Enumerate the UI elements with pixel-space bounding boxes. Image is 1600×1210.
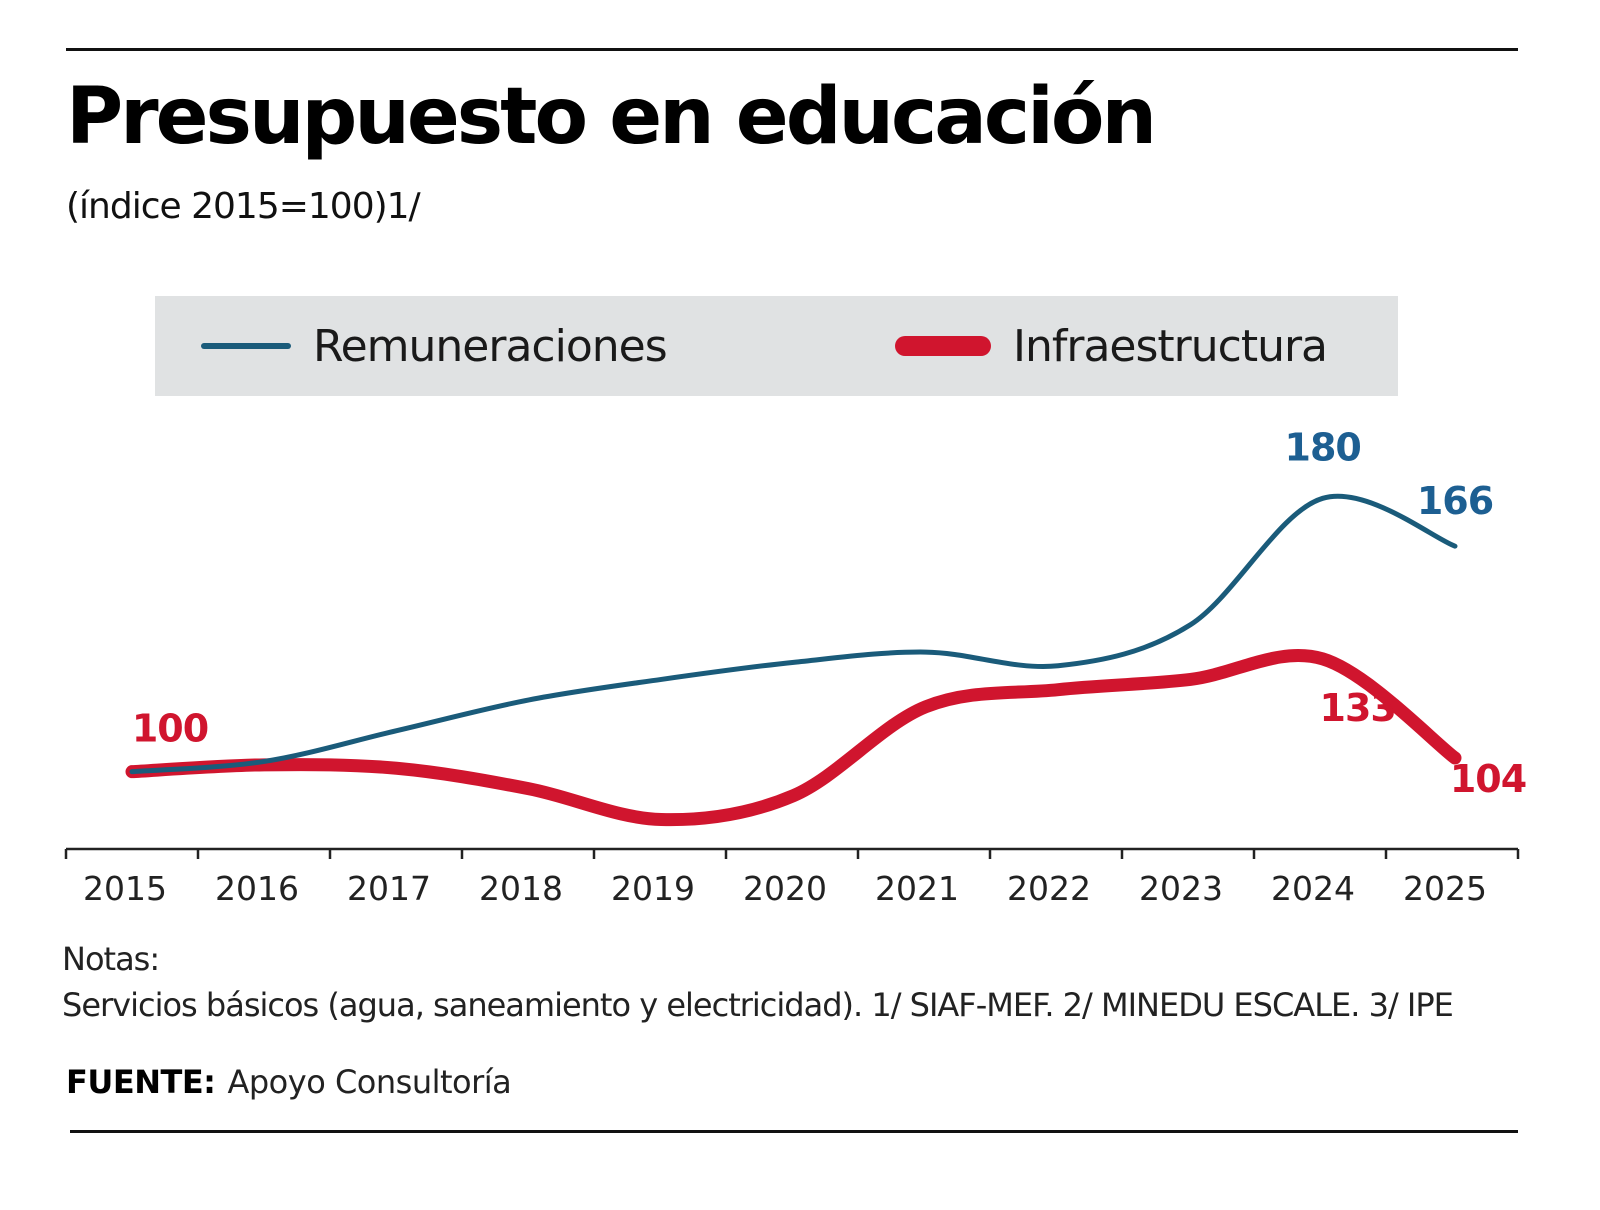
chart-subtitle: (índice 2015=100)1/ [66, 186, 421, 227]
x-tick-label: 2024 [1271, 869, 1355, 908]
x-tick-label: 2022 [1007, 869, 1091, 908]
series-line-infraestructura [125, 649, 1462, 827]
x-tick-label: 2017 [347, 869, 431, 908]
x-tick-label: 2020 [743, 869, 827, 908]
x-tick-label: 2015 [83, 869, 167, 908]
chart-title: Presupuesto en educación [66, 72, 1157, 162]
source: FUENTE: Apoyo Consultoría [66, 1063, 512, 1101]
source-text: Apoyo Consultoría [227, 1063, 512, 1101]
x-tick-label: 2023 [1139, 869, 1223, 908]
notes-heading: Notas: [62, 940, 160, 978]
data-label: 100 [132, 707, 208, 751]
data-label: 180 [1285, 425, 1361, 469]
line-chart: 2015 2016 2017 2018 2019 2020 2021 2022 2023 2024… [64, 425, 1527, 908]
legend-label-remuneraciones: Remuneraciones [313, 320, 668, 372]
x-tick-label: 2025 [1403, 869, 1487, 908]
legend: Remuneraciones Infraestructura [155, 296, 1398, 396]
data-label: 166 [1417, 479, 1493, 523]
x-tick-label: 2019 [611, 869, 695, 908]
x-tick-label: 2016 [215, 869, 299, 908]
series-line-remuneraciones [129, 493, 1458, 775]
legend-item-infraestructura: Infraestructura [895, 296, 1328, 396]
bottom-rule [70, 1130, 1518, 1133]
data-label: 133 [1320, 686, 1396, 730]
legend-swatch-remuneraciones [201, 343, 291, 349]
x-tick-label: 2018 [479, 869, 563, 908]
notes-text: Servicios básicos (agua, saneamiento y e… [62, 986, 1454, 1024]
source-label: FUENTE: [66, 1063, 216, 1101]
x-tick-label: 2021 [875, 869, 959, 908]
notes: Notas: Servicios básicos (agua, saneamie… [62, 936, 1454, 1028]
top-rule [66, 48, 1518, 51]
legend-label-infraestructura: Infraestructura [1013, 320, 1328, 372]
data-label: 104 [1450, 757, 1526, 801]
legend-swatch-infraestructura [895, 336, 991, 356]
legend-item-remuneraciones: Remuneraciones [201, 296, 668, 396]
